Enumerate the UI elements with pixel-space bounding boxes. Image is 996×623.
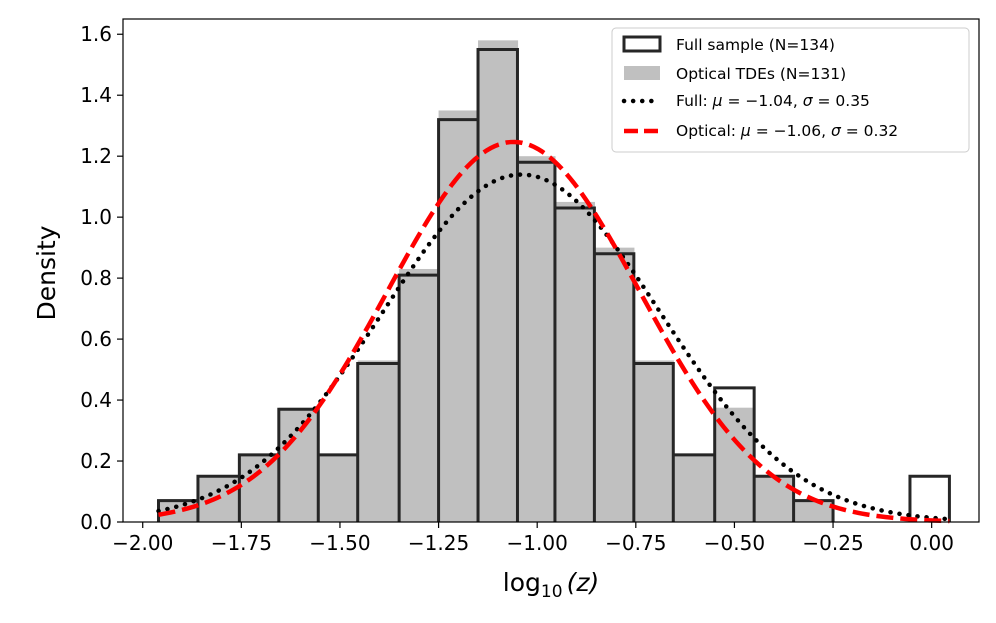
x-tick-label: −1.50 (309, 531, 370, 555)
x-tick-label: −2.00 (112, 531, 173, 555)
x-axis-ticks: −2.00 −1.75 −1.50 −1.25 −1.00 −0.75 −0.50 −0.25… (112, 522, 954, 555)
y-axis-ticks: 0.0 0.2 0.4 0.6 0.8 1.0 1.2 1.4 1.6 (80, 22, 123, 534)
y-tick-label: 0.6 (80, 327, 112, 351)
legend-label-full-fit: Full: μ = −1.04, σ = 0.35 (676, 92, 870, 110)
optical-bar-13 (673, 453, 716, 522)
x-tick-label: −0.25 (802, 531, 863, 555)
axes (122, 18, 980, 523)
y-tick-label: 1.4 (80, 83, 112, 107)
legend-label-optical-fit: Optical: μ = −1.06, σ = 0.32 (676, 122, 898, 140)
optical-bar-7 (438, 110, 479, 523)
legend: Full sample (N=134) Optical TDEs (N=131)… (611, 27, 970, 153)
full-gaussian-curve (156, 172, 952, 522)
x-tick-label: 0.00 (909, 531, 954, 555)
x-tick-label: −1.00 (507, 531, 568, 555)
y-tick-label: 1.6 (80, 22, 112, 46)
y-tick-label: 0.4 (80, 388, 112, 412)
optical-bar-8 (478, 40, 519, 523)
optical-bar-11 (594, 247, 635, 523)
y-tick-label: 1.0 (80, 205, 112, 229)
legend-frame (611, 27, 970, 153)
optical-bar-16 (793, 499, 834, 522)
optical-bar-3 (278, 407, 319, 522)
optical-bar-5 (357, 360, 400, 522)
optical-bar-9 (517, 156, 556, 522)
optical-bar-15 (754, 476, 795, 522)
legend-swatch-full-sample (622, 35, 662, 53)
optical-bar-4 (318, 453, 359, 522)
x-tick-label: −0.50 (704, 531, 765, 555)
plot-frame (122, 18, 980, 523)
legend-label-optical-tdes: Optical TDEs (N=131) (676, 65, 846, 83)
y-tick-label: 0.8 (80, 266, 112, 290)
x-tick-label: −0.75 (605, 531, 666, 555)
legend-label-full-sample: Full sample (N=134) (676, 36, 835, 54)
y-axis-label: Density (32, 225, 61, 320)
y-tick-label: 0.2 (80, 449, 112, 473)
optical-bar-0 (158, 499, 199, 522)
optical-bar-2 (239, 453, 280, 522)
x-axis-label: log10 (z) (503, 568, 599, 602)
optical-gaussian-curve (158, 139, 950, 524)
optical-bar-10 (554, 201, 595, 522)
legend-swatch-optical-tdes (624, 66, 660, 80)
x-tick-label: −1.25 (408, 531, 469, 555)
optical-tde-bars (158, 40, 834, 523)
x-tick-label: −1.75 (211, 531, 272, 555)
y-tick-label: 0.0 (80, 510, 112, 534)
optical-bar-6 (399, 268, 440, 522)
optical-bar-12 (633, 360, 674, 522)
y-tick-label: 1.2 (80, 144, 112, 168)
